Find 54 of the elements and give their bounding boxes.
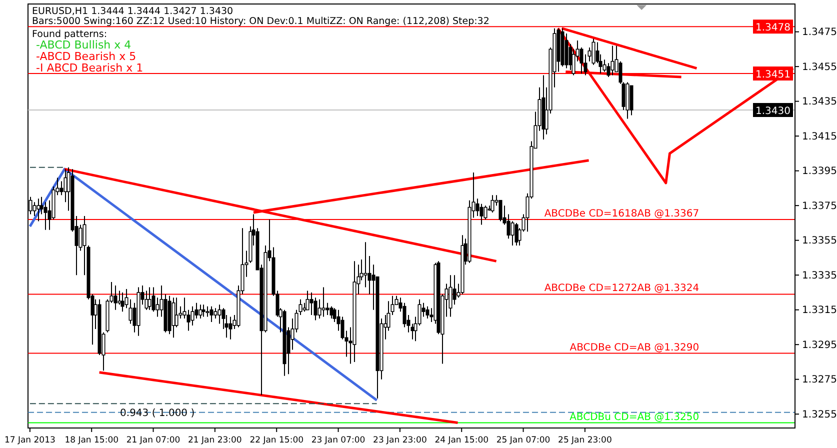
ref-line-label: 1.3430 [756,106,790,117]
candlestick [182,297,186,320]
candlestick [40,196,44,215]
annotation: ABCDBu CD=AB @1.3250 [570,412,700,423]
y-tick-label: 1.3255 [802,409,837,420]
y-tick-label: 1.3435 [802,96,837,108]
candlestick [326,302,330,316]
candlestick [114,285,118,310]
candlestick [206,306,210,318]
x-tick-label: 25 Jan 07:00 [496,436,550,446]
y-tick-label: 1.3395 [802,166,837,178]
y-tick-label: 1.3475 [802,27,837,38]
candlestick [390,295,394,316]
candlestick [202,304,206,318]
text: Bars:5000 Swing:160 ZZ:12 Used:10 History: ON Dev:0.1 MultiZZ: ON Range: (112,208) Step:32 [32,16,490,27]
x-tick-label: 23 Jan 07:00 [311,436,366,446]
candlestick [120,292,124,312]
x-tick-label: 24 Jan 15:00 [434,436,489,446]
y-tick-label: 1.3295 [802,340,837,351]
candlestick [330,306,334,320]
y-tick-label: 1.3315 [802,305,837,316]
annotation: ABCDBe CD=1272AB @1.3324 [544,283,700,294]
candlestick [318,298,322,320]
candlestick [310,292,314,316]
candlestick [36,198,40,222]
annotation: ABCDBe CD=AB @1.3290 [570,342,700,354]
y-tick-label: 1.3355 [802,236,837,247]
annotation: Found patterns: [32,29,108,40]
x-tick-label: 21 Jan 07:00 [126,436,180,446]
annotation: -ABCD Bearish x 5 [36,50,136,63]
y-tick-label: 1.3375 [802,200,837,212]
x-tick-label: 21 Jan 23:00 [188,436,242,446]
y-tick-label: 1.3335 [802,270,837,282]
x-tick-label: 22 Jan 15:00 [250,436,304,446]
x-tick-label: 17 Jan 2013 [4,436,56,446]
x-tick-label: 23 Jan 23:00 [373,436,427,446]
annotation: ABCDBe CD=1618AB @1.3367 [544,208,700,220]
candlestick [214,308,218,320]
y-tick-label: 1.3455 [802,62,837,73]
x-tick-label: 25 Jan 23:00 [558,436,612,446]
y-tick-label: 1.3415 [802,131,837,142]
x-tick-label: 18 Jan 15:00 [64,436,119,446]
annotation: -ABCD Bullish x 4 [36,38,132,52]
candlestick [186,309,190,332]
candlestick [148,286,152,310]
ref-line-label: 1.3451 [756,70,790,81]
annotation: -I ABCD Bearish x 1 [36,62,144,74]
candlestick [118,290,122,306]
candlestick [364,242,368,288]
candlestick [322,286,326,318]
y-tick-label: 1.3275 [802,374,837,386]
candlestick [298,298,302,316]
chart-title: EURUSD,H1 1.3444 1.3444 1.3427 1.3430 [32,6,234,17]
ref-line-label: 1.3478 [756,22,790,34]
